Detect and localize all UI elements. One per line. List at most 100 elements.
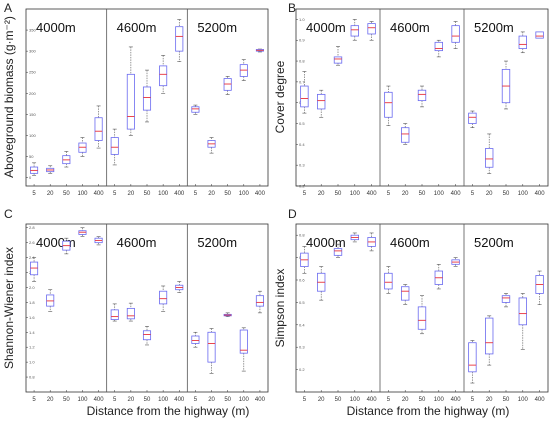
box-5200m-50 [501,293,511,308]
box-5200m-20 [207,328,216,374]
y-tick-label: 1.4 [29,330,35,335]
x-tick-label: 400 [94,191,105,197]
box-5200m-400 [535,31,544,39]
group-label: 4000m [36,20,76,35]
box-iqr [300,85,309,108]
x-tick-label: 20 [402,191,409,197]
x-tick-label: 50 [335,397,342,403]
group-label: 4600m [390,235,430,250]
group-label: 5200m [474,235,514,250]
box-5200m-20 [485,133,494,174]
x-tick-label: 20 [208,397,215,403]
y-axis-label: Simpson index [273,269,287,348]
box-4600m-400 [451,21,460,49]
box-iqr [333,248,343,256]
x-tick-label: 20 [47,397,54,403]
box-5200m-20 [207,137,216,154]
x-tick-label: 50 [503,397,510,403]
x-tick-label: 400 [174,191,185,197]
x-tick-label: 50 [63,191,70,197]
y-tick-label: 300 [29,49,36,54]
x-tick-label: 5 [387,191,391,197]
box-4000m-20 [317,266,326,301]
y-tick-label: 0.4 [299,142,305,147]
box-4000m-20 [46,165,55,174]
box-4600m-100 [159,285,168,312]
box-iqr [191,335,200,344]
box-4000m-5 [300,246,309,274]
y-tick-label: 0.9 [299,38,305,43]
panel-letter: C [4,207,13,221]
box-iqr [535,31,544,39]
box-4000m-400 [94,236,103,246]
y-tick-label: 1.6 [29,315,35,320]
box-5200m-400 [535,270,544,305]
x-tick-label: 100 [434,397,445,403]
box-iqr [110,309,119,320]
x-tick-label: 100 [158,191,169,197]
y-tick-label: 50 [29,154,34,159]
x-tick-label: 400 [535,191,546,197]
y-tick-label: 0.2 [299,184,305,189]
box-iqr [126,73,135,130]
box-4600m-400 [451,257,460,267]
box-iqr [239,329,248,354]
y-tick-label: 0.8 [299,233,305,238]
box-4600m-50 [142,69,152,123]
panel-letter: D [288,207,297,221]
panel-letter: B [288,1,296,15]
box-4000m-50 [62,237,71,255]
box-4000m-50 [62,151,71,168]
box-5200m-5 [468,340,477,384]
y-axis-label: Shannon-Wiener index [2,247,16,369]
group-label: 5200m [197,235,237,250]
box-iqr [434,41,443,52]
box-5200m-400 [255,290,264,314]
box-iqr [126,307,135,320]
x-tick-label: 50 [224,191,231,197]
x-tick-label: 100 [518,191,529,197]
box-5200m-50 [501,60,511,110]
x-tick-label: 50 [144,191,151,197]
box-5200m-100 [239,327,248,372]
box-iqr [384,272,393,290]
x-tick-label: 20 [402,397,409,403]
box-iqr [317,93,326,110]
box-iqr [384,91,393,118]
x-tick-label: 400 [535,397,546,403]
x-tick-label: 50 [224,397,231,403]
x-tick-label: 20 [318,397,325,403]
box-5200m-50 [223,76,232,95]
x-tick-label: 400 [255,191,266,197]
y-tick-label: 150 [29,112,36,117]
x-tick-label: 100 [158,397,169,403]
x-tick-label: 50 [144,397,151,403]
box-4600m-5 [110,128,119,166]
group-label: 5200m [474,20,514,35]
box-iqr [468,342,477,373]
x-tick-label: 5 [113,397,117,403]
box-4600m-20 [126,302,135,322]
box-4000m-5 [30,162,39,176]
box-4000m-400 [367,232,376,252]
x-tick-label: 5 [471,397,475,403]
y-tick-label: 0.8 [299,59,305,64]
x-tick-label: 100 [239,397,250,403]
box-iqr [207,331,216,363]
box-iqr [485,317,494,355]
box-iqr [191,106,200,113]
box-5200m-5 [191,104,200,115]
box-iqr [175,26,184,52]
box-4600m-400 [175,281,184,293]
box-4000m-50 [333,46,343,66]
y-tick-label: 2.0 [29,285,35,290]
x-tick-label: 5 [471,191,475,197]
box-iqr [255,295,264,307]
x-tick-label: 20 [318,191,325,197]
x-tick-label: 5 [194,191,198,197]
box-4000m-400 [94,105,103,149]
y-axis-label: Aboveground biomass (g·m⁻²) [2,16,16,178]
box-4600m-50 [417,295,427,335]
y-tick-label: 1.2 [29,345,35,350]
